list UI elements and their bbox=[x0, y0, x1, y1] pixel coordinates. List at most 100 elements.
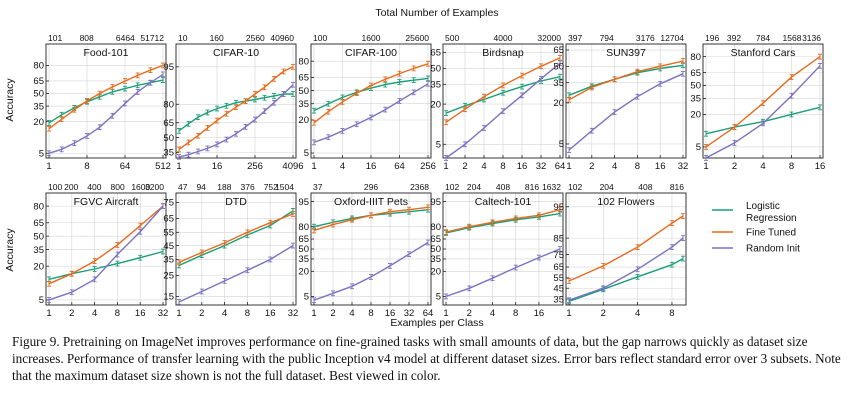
series-line bbox=[568, 257, 684, 303]
y-tick-label: 80 bbox=[430, 222, 441, 233]
series-line bbox=[568, 215, 684, 282]
panel-title: FGVC Aircraft bbox=[74, 196, 139, 208]
top-tick-label: 25600 bbox=[405, 33, 429, 43]
y-tick-label: 5 bbox=[39, 295, 44, 306]
y-tick-label: 50 bbox=[33, 89, 44, 100]
top-tick-label: 40960 bbox=[270, 33, 294, 43]
top-tick-label: 204 bbox=[600, 182, 614, 192]
y-tick-label: 35 bbox=[298, 99, 309, 110]
y-tick-label: 35 bbox=[430, 254, 441, 265]
x-tick-label: 1 bbox=[311, 308, 316, 319]
x-tick-label: 8 bbox=[513, 308, 518, 319]
top-tick-label: 800 bbox=[111, 182, 125, 192]
y-tick-label: 20 bbox=[33, 117, 44, 128]
top-tick-label: 102 bbox=[568, 182, 582, 192]
top-tick-label: 392 bbox=[727, 33, 741, 43]
x-tick-label: 64 bbox=[555, 161, 566, 172]
y-tick-label: 35 bbox=[33, 245, 44, 256]
series-line bbox=[178, 93, 293, 132]
series-line bbox=[445, 209, 561, 233]
y-tick-label: 65 bbox=[430, 48, 441, 59]
x-tick-label: 1 bbox=[703, 161, 708, 172]
top-tick-label: 1568 bbox=[783, 33, 802, 43]
x-tick-label: 4 bbox=[481, 161, 486, 172]
y-tick-label: 20 bbox=[298, 267, 309, 278]
legend-label: Logistic bbox=[746, 201, 780, 212]
top-tick-label: 397 bbox=[568, 33, 582, 43]
y-tick-label: 50 bbox=[298, 86, 309, 97]
x-tick-label: 8 bbox=[245, 308, 250, 319]
y-tick-label: 5 bbox=[559, 139, 564, 150]
x-tick-label: 32 bbox=[158, 308, 169, 319]
y-tick-label: 85 bbox=[553, 233, 564, 244]
top-tick-label: 816 bbox=[525, 182, 539, 192]
chart-panel: CIFAR-100 1 4 16 64 256 100 1600 25600 5 20 35 50 65 8… bbox=[298, 33, 436, 172]
chart-panel: FGVC Aircraft 1 2 4 8 16 32 100 200 400 800 1600320… bbox=[33, 182, 168, 319]
top-tick-label: 794 bbox=[600, 33, 614, 43]
x-tick-label: 8 bbox=[669, 308, 674, 319]
top-tick-label: 500 bbox=[445, 33, 459, 43]
y-tick-label: 25 bbox=[163, 271, 174, 282]
top-tick-label: 51712 bbox=[140, 33, 164, 43]
x-tick-label: 4 bbox=[635, 308, 640, 319]
x-tick-label: 32 bbox=[404, 308, 415, 319]
y-tick-label: 65 bbox=[163, 118, 174, 129]
x-tick-label: 1 bbox=[311, 161, 316, 172]
x-tick-label: 1 bbox=[566, 161, 571, 172]
y-tick-label: 65 bbox=[430, 234, 441, 245]
y-tick-label: 35 bbox=[553, 78, 564, 89]
y-tick-label: 15 bbox=[163, 292, 174, 303]
x-tick-label: 2 bbox=[330, 308, 335, 319]
top-tick-label: 100 bbox=[313, 33, 327, 43]
y-tick-label: 20 bbox=[33, 261, 44, 272]
series-line bbox=[178, 210, 294, 267]
top-tick-label: 1504 bbox=[275, 182, 294, 192]
top-tick-label: 752 bbox=[264, 182, 278, 192]
x-tick-label: 4 bbox=[612, 161, 617, 172]
panel-title: Caltech-101 bbox=[475, 196, 532, 208]
x-tick-label: 256 bbox=[420, 161, 436, 172]
y-tick-label: 80 bbox=[33, 201, 44, 212]
chart-panel: Stanford Cars 1 2 4 8 16 196 392 784 1568 3136 5 20 3… bbox=[690, 33, 825, 172]
x-tick-label: 512 bbox=[155, 161, 171, 172]
x-tick-label: 4 bbox=[92, 308, 97, 319]
y-tick-label: 50 bbox=[553, 62, 564, 73]
x-tick-label: 2 bbox=[199, 308, 204, 319]
chart-panel: Birdsnap 1 2 4 8 16 32 64 500 4000 32000 5 20 35 50 65 bbox=[430, 33, 565, 172]
y-tick-label: 45 bbox=[163, 241, 174, 252]
y-tick-label: 65 bbox=[33, 218, 44, 229]
top-tick-label: 784 bbox=[756, 33, 770, 43]
x-tick-label: 1 bbox=[566, 308, 571, 319]
plot-frame bbox=[175, 43, 297, 159]
y-tick-label: 50 bbox=[33, 231, 44, 242]
y-tick-label: 20 bbox=[553, 98, 564, 109]
x-tick-label: 1 bbox=[46, 308, 51, 319]
series-line bbox=[568, 237, 684, 301]
y-axis-label-row-2: Accuracy bbox=[4, 228, 16, 272]
x-tick-label: 4 bbox=[490, 308, 495, 319]
x-tick-label: 4 bbox=[349, 308, 354, 319]
top-tick-label: 3200 bbox=[145, 182, 164, 192]
panel-title: DTD bbox=[225, 196, 247, 208]
top-tick-label: 4000 bbox=[494, 33, 513, 43]
y-tick-label: 80 bbox=[163, 99, 174, 110]
x-tick-label: 1 bbox=[176, 308, 181, 319]
top-tick-label: 2368 bbox=[410, 182, 429, 192]
panel-title: CIFAR-10 bbox=[213, 47, 259, 59]
x-tick-label: 2 bbox=[69, 308, 74, 319]
y-tick-label: 65 bbox=[553, 262, 564, 273]
y-tick-label: 65 bbox=[553, 45, 564, 56]
y-tick-label: 55 bbox=[553, 273, 564, 284]
x-tick-label: 1 bbox=[443, 161, 448, 172]
x-tick-label: 16 bbox=[212, 161, 223, 172]
y-tick-label: 80 bbox=[690, 52, 701, 63]
y-tick-label: 45 bbox=[553, 283, 564, 294]
x-tick-label: 4 bbox=[760, 161, 765, 172]
x-tick-label: 16 bbox=[534, 308, 545, 319]
x-tick-label: 4096 bbox=[282, 161, 303, 172]
top-tick-label: 47 bbox=[178, 182, 188, 192]
panel-title: Stanford Cars bbox=[731, 47, 796, 59]
x-tick-label: 32 bbox=[536, 161, 547, 172]
y-tick-label: 20 bbox=[298, 115, 309, 126]
